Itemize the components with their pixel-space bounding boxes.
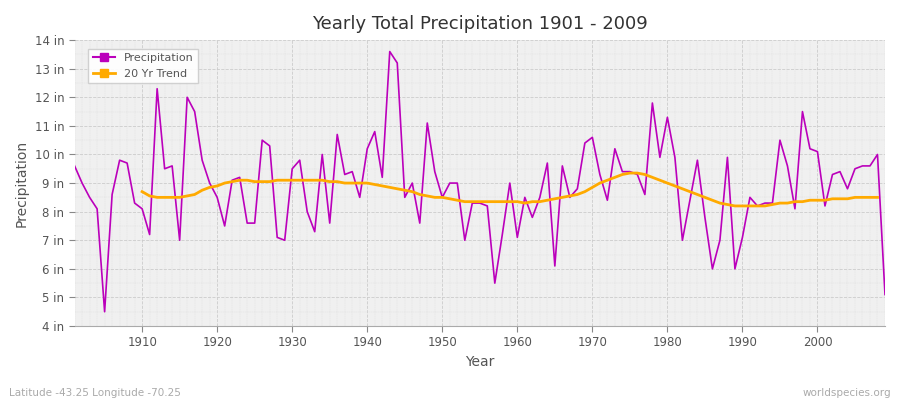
Y-axis label: Precipitation: Precipitation	[15, 140, 29, 227]
Text: Latitude -43.25 Longitude -70.25: Latitude -43.25 Longitude -70.25	[9, 388, 181, 398]
Legend: Precipitation, 20 Yr Trend: Precipitation, 20 Yr Trend	[88, 48, 198, 83]
Text: worldspecies.org: worldspecies.org	[803, 388, 891, 398]
Title: Yearly Total Precipitation 1901 - 2009: Yearly Total Precipitation 1901 - 2009	[312, 15, 648, 33]
X-axis label: Year: Year	[465, 355, 494, 369]
